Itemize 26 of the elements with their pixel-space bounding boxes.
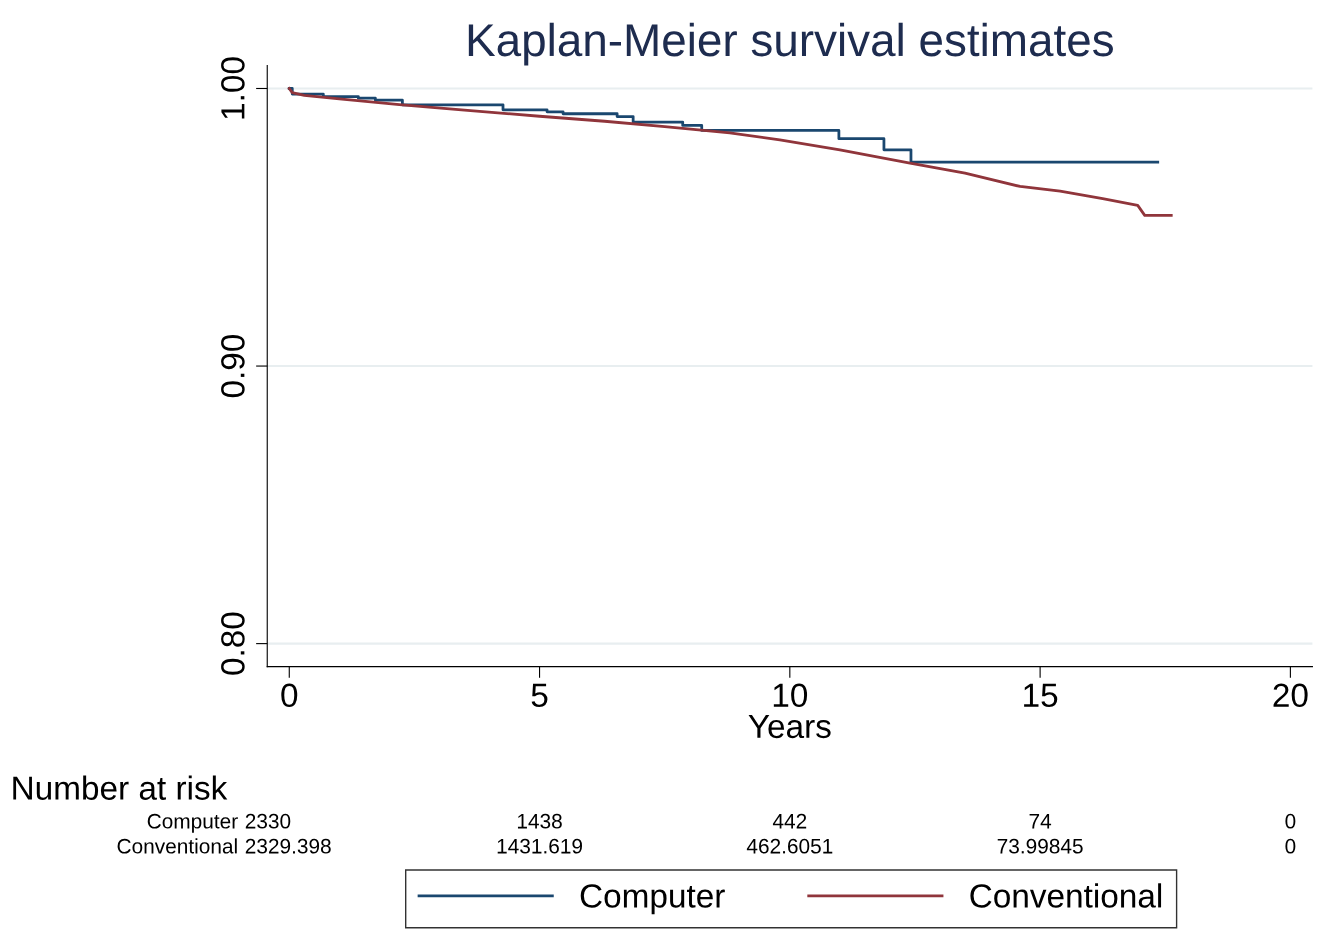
chart-title: Kaplan-Meier survival estimates [468, 22, 1113, 66]
text: 2330 [245, 813, 291, 829]
y-tick-label: 1.00 [221, 57, 245, 119]
x-tick-label: 15 [1024, 683, 1058, 708]
text: 0 [1285, 813, 1296, 829]
text: 1438 [517, 813, 562, 829]
x-tick-label: 5 [531, 683, 548, 708]
text: 74 [1029, 814, 1052, 829]
text: Conventional [117, 838, 237, 854]
y-tick-label: 0.80 [221, 612, 245, 675]
text: 2329.398 [245, 838, 331, 854]
x-tick-label: 20 [1273, 683, 1308, 708]
line-series [287, 87, 1173, 217]
text: 0 [1285, 838, 1296, 854]
x-tick-label: 10 [773, 683, 808, 708]
y-tick-label: 0.90 [221, 334, 245, 398]
text: 73.99845 [997, 838, 1083, 854]
text: 442 [772, 813, 807, 829]
x-axis-title: Years [748, 714, 831, 739]
text: Computer [147, 813, 238, 833]
text: 462.6051 [746, 838, 833, 854]
legend-label: Conventional [970, 883, 1162, 908]
legend-label: Computer [580, 884, 725, 915]
text: 1431.619 [497, 838, 583, 854]
text: Number at risk [13, 775, 228, 800]
x-tick-label: 0 [281, 683, 298, 708]
